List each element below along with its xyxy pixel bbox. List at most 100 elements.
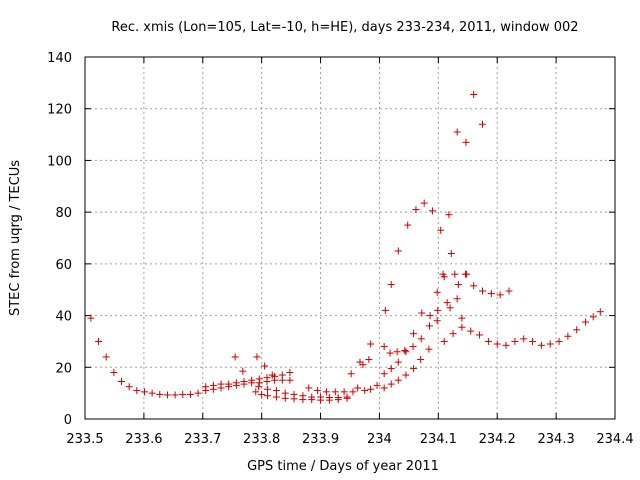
x-tick-label: 233.9 [302, 432, 339, 447]
data-point [263, 374, 271, 382]
data-point [194, 389, 202, 397]
x-axis-label: GPS time / Days of year 2011 [247, 459, 439, 474]
data-point [232, 379, 240, 387]
data-point [428, 207, 436, 215]
grid-layer [85, 57, 615, 419]
data-point [537, 341, 545, 349]
data-point [314, 387, 322, 395]
data-point [286, 376, 294, 384]
data-point [381, 306, 389, 314]
data-point [439, 270, 447, 278]
data-point [171, 391, 179, 399]
data-point [367, 340, 375, 348]
data-point [253, 353, 261, 361]
data-point [458, 323, 466, 331]
data-point [365, 356, 373, 364]
data-point [255, 375, 263, 383]
data-point [87, 314, 95, 322]
x-tick-label: 234.4 [596, 432, 633, 447]
data-point [380, 370, 388, 378]
data-point [248, 376, 256, 384]
data-point [394, 247, 402, 255]
data-point [252, 388, 260, 396]
data-point [286, 368, 294, 376]
data-point [433, 317, 441, 325]
data-point [404, 221, 412, 229]
x-tick-label: 234.3 [538, 432, 575, 447]
data-point [589, 313, 597, 321]
data-point [133, 387, 141, 395]
data-point [546, 340, 554, 348]
data-point [343, 393, 351, 401]
data-point [299, 392, 307, 400]
x-tick-label: 233.7 [184, 432, 221, 447]
data-point [268, 371, 276, 379]
data-point [467, 327, 475, 335]
y-axis-label: STEC from uqrg / TECUs [8, 160, 23, 316]
data-point [564, 332, 572, 340]
x-tick-label: 234.1 [420, 432, 457, 447]
y-tick-label: 0 [64, 413, 72, 428]
data-point [334, 394, 342, 402]
data-point [231, 353, 239, 361]
data-point [387, 365, 395, 373]
data-point [461, 270, 469, 278]
data-point [331, 388, 339, 396]
data-point [454, 281, 462, 289]
data-point [449, 330, 457, 338]
x-tick-label: 234 [367, 432, 392, 447]
data-point [118, 378, 126, 386]
y-tick-label: 120 [47, 103, 72, 118]
data-point [453, 128, 461, 136]
data-point [367, 385, 375, 393]
data-point [573, 326, 581, 334]
data-point [446, 304, 454, 312]
data-point [402, 371, 410, 379]
data-point [387, 281, 395, 289]
data-point [186, 390, 194, 398]
data-point [458, 314, 466, 322]
data-point [409, 343, 417, 351]
data-point [440, 337, 448, 345]
data-point [272, 393, 280, 401]
plot-frame [84, 56, 616, 420]
data-point [555, 337, 563, 345]
data-point [380, 384, 388, 392]
data-point [511, 337, 519, 345]
data-point [373, 381, 381, 389]
data-point [240, 378, 248, 386]
y-tick-label: 100 [47, 154, 72, 169]
data-point [325, 394, 333, 402]
data-point [354, 384, 362, 392]
data-point [156, 390, 164, 398]
data-point [496, 291, 504, 299]
data-point [434, 306, 442, 314]
data-point [443, 299, 451, 307]
data-point [451, 270, 459, 278]
data-point [520, 335, 528, 343]
data-point [217, 380, 225, 388]
data-point [148, 389, 156, 397]
data-point [476, 331, 484, 339]
data-point [278, 371, 286, 379]
data-point [110, 368, 118, 376]
data-point [582, 318, 590, 326]
data-point [484, 337, 492, 345]
data-point [305, 384, 313, 392]
data-point [410, 365, 418, 373]
data-point [340, 388, 348, 396]
data-point [239, 367, 247, 375]
data-point [102, 353, 110, 361]
data-point [394, 358, 402, 366]
data-point [487, 290, 495, 298]
data-point [361, 387, 369, 395]
data-point [125, 383, 133, 391]
data-point [470, 282, 478, 290]
data-point [445, 211, 453, 219]
data-point [417, 356, 425, 364]
data-point [349, 388, 357, 396]
data-point [272, 387, 280, 395]
data-point [426, 312, 434, 320]
data-point [386, 349, 394, 357]
